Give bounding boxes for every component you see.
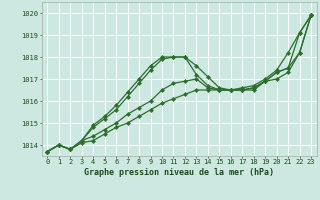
X-axis label: Graphe pression niveau de la mer (hPa): Graphe pression niveau de la mer (hPa) <box>84 168 274 177</box>
